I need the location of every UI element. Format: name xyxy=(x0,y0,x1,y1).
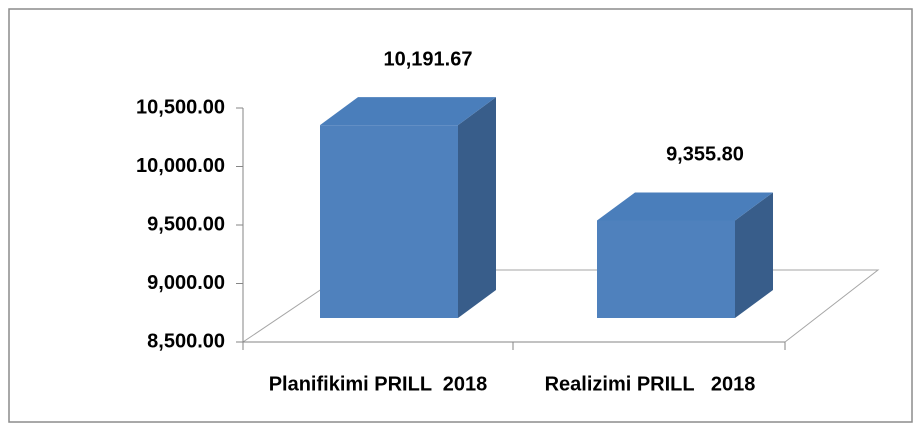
x-tick-label: Realizimi PRILL 2018 xyxy=(545,373,756,395)
y-tick-label: 9,500.00 xyxy=(147,213,225,235)
bar-side xyxy=(458,97,496,318)
x-tick-label: Planifikimi PRILL 2018 xyxy=(269,373,488,395)
bar xyxy=(597,220,735,318)
y-tick-label: 8,500.00 xyxy=(147,330,225,352)
value-label: 9,355.80 xyxy=(666,144,744,166)
y-tick-label: 9,000.00 xyxy=(147,272,225,294)
bar-top xyxy=(597,192,773,221)
bar xyxy=(320,125,458,318)
value-label: 10,191.67 xyxy=(384,48,473,70)
bar-side xyxy=(735,192,773,318)
y-tick-label: 10,000.00 xyxy=(136,155,225,177)
y-tick-label: 10,500.00 xyxy=(136,96,225,118)
bar-top xyxy=(320,97,496,126)
